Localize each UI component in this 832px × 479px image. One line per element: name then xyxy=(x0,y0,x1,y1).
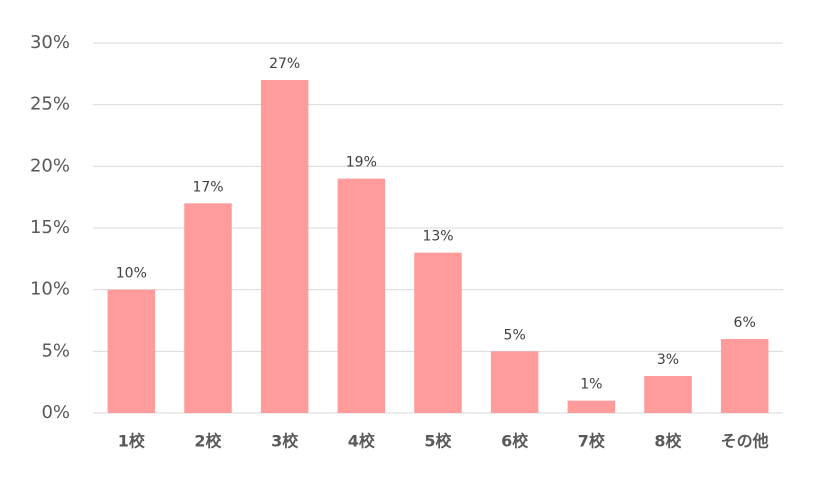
bar xyxy=(414,252,462,413)
x-tick-label: 4校 xyxy=(348,432,376,451)
y-tick-label: 0% xyxy=(41,402,70,423)
x-tick-label: 2校 xyxy=(194,432,222,451)
value-label: 17% xyxy=(192,179,223,195)
value-label: 3% xyxy=(657,352,679,368)
x-tick-label: その他 xyxy=(721,432,769,451)
x-tick-label: 8校 xyxy=(654,432,682,451)
x-tick-label: 3校 xyxy=(271,432,299,451)
value-label: 13% xyxy=(422,229,453,245)
value-label: 19% xyxy=(346,155,377,171)
value-label: 1% xyxy=(580,377,602,393)
x-tick-label: 6校 xyxy=(501,432,529,451)
bar xyxy=(644,376,692,413)
bar xyxy=(490,351,539,413)
bar xyxy=(567,400,616,413)
bar xyxy=(184,203,232,413)
x-tick-label: 5校 xyxy=(424,432,452,451)
y-tick-label: 15% xyxy=(30,217,70,238)
value-label: 27% xyxy=(269,56,300,72)
x-tick-label: 7校 xyxy=(578,432,606,451)
y-tick-label: 25% xyxy=(30,94,70,115)
y-tick-label: 10% xyxy=(30,279,70,300)
bar xyxy=(107,289,156,413)
y-tick-label: 20% xyxy=(30,155,70,176)
x-tick-label: 1校 xyxy=(118,432,146,451)
value-label: 10% xyxy=(116,266,147,282)
value-label: 5% xyxy=(504,327,526,343)
bar xyxy=(337,178,386,413)
y-tick-label: 5% xyxy=(41,340,70,361)
bar xyxy=(720,339,769,413)
bar xyxy=(260,80,309,413)
y-tick-label: 30% xyxy=(30,32,70,53)
value-label: 6% xyxy=(734,315,756,331)
